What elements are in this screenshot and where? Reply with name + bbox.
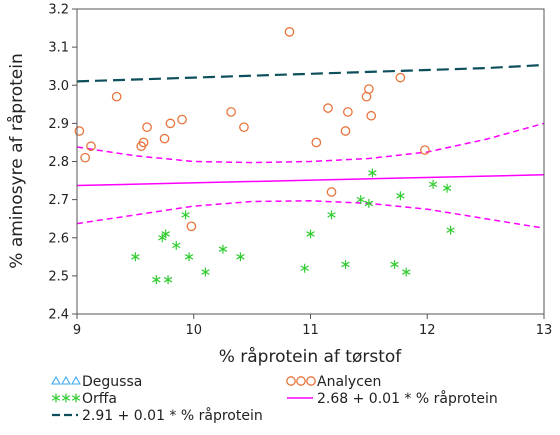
point-orffa-15 — [356, 195, 365, 205]
x-tick-label: 13 — [536, 323, 553, 338]
point-analycen-6 — [142, 122, 152, 133]
point-orffa-3 — [161, 229, 170, 239]
point-analycen-16 — [326, 187, 337, 197]
point-analycen-2 — [86, 141, 96, 152]
y-tick-label: 2.6 — [48, 231, 69, 246]
legend-swatch — [71, 393, 81, 403]
legend-swatch — [296, 376, 306, 386]
point-analycen-17 — [340, 126, 351, 136]
point-analycen-18 — [343, 107, 353, 117]
point-analycen-8 — [165, 118, 176, 129]
point-orffa-9 — [218, 244, 228, 254]
legend-label: 2.68 + 0.01 * % råprotein — [317, 390, 498, 407]
point-analycen-22 — [395, 72, 406, 83]
y-axis-title: % aminosyre af råprotein — [6, 53, 27, 268]
point-analycen-1 — [80, 152, 91, 163]
point-analycen-9 — [177, 114, 187, 125]
y-tick-label: 2.5 — [48, 269, 69, 284]
fit-line-1 — [76, 174, 545, 187]
point-analycen-0 — [74, 126, 85, 136]
point-analycen-14 — [311, 137, 322, 148]
point-analycen-12 — [239, 122, 249, 133]
x-tick-label: 9 — [73, 323, 81, 338]
point-orffa-18 — [390, 259, 399, 269]
plot-marks — [74, 27, 545, 285]
point-analycen-20 — [364, 84, 374, 94]
point-orffa-22 — [442, 183, 452, 193]
point-analycen-15 — [323, 103, 333, 113]
point-orffa-7 — [184, 252, 194, 262]
legend-entry-4: 2.68 + 0.01 * % råprotein — [287, 390, 498, 407]
y-tick-label: 2.4 — [48, 308, 69, 323]
point-orffa-16 — [364, 198, 374, 208]
y-tick-label: 2.8 — [48, 155, 69, 170]
legend-label: Analycen — [317, 374, 381, 390]
point-orffa-12 — [306, 229, 315, 239]
fit-line-2 — [76, 122, 545, 164]
point-orffa-23 — [446, 225, 455, 235]
y-tick-label: 3.2 — [48, 3, 69, 18]
legend-entry-3: Analycen — [286, 374, 381, 390]
point-orffa-11 — [300, 263, 309, 273]
y-tick-label: 3.0 — [48, 79, 69, 94]
fit-line-0 — [76, 63, 545, 83]
legend-swatch — [61, 393, 71, 403]
point-orffa-14 — [341, 259, 350, 269]
point-analycen-7 — [159, 133, 170, 144]
x-tick-label: 12 — [419, 323, 436, 338]
y-tick-label: 2.7 — [48, 193, 69, 208]
point-analycen-21 — [366, 110, 377, 121]
legend-swatch — [51, 393, 61, 403]
legend-entry-1: Orffa — [51, 391, 117, 407]
point-orffa-5 — [172, 240, 181, 250]
legend-swatch — [286, 376, 296, 386]
x-tick-label: 10 — [185, 323, 202, 338]
fit-line-3 — [76, 200, 545, 229]
legend-label: Orffa — [82, 391, 117, 407]
point-orffa-10 — [236, 252, 245, 262]
y-tick-label: 2.9 — [48, 117, 69, 132]
point-orffa-20 — [402, 267, 411, 277]
legend-swatch — [51, 375, 61, 385]
point-orffa-2 — [158, 233, 167, 243]
point-orffa-6 — [181, 210, 190, 220]
point-orffa-4 — [163, 275, 173, 285]
point-analycen-13 — [284, 27, 295, 37]
point-orffa-17 — [368, 168, 377, 178]
legend-swatch — [306, 376, 316, 386]
point-analycen-10 — [186, 221, 197, 232]
point-orffa-8 — [201, 267, 210, 277]
point-orffa-21 — [428, 179, 438, 189]
legend-swatch — [61, 375, 71, 385]
point-orffa-13 — [327, 210, 336, 220]
legend-label: Degussa — [82, 374, 142, 390]
y-axis-ticks: 2.4 2.5 2.6 2.7 2.8 2.9 3.0 3.1 3.2 — [48, 3, 77, 323]
x-axis-ticks: 9 10 11 12 13 — [73, 314, 552, 338]
point-orffa-1 — [152, 275, 161, 285]
point-orffa-0 — [131, 252, 140, 262]
point-orffa-19 — [396, 191, 405, 201]
x-tick-label: 11 — [302, 323, 319, 338]
legend-label: 2.91 + 0.01 * % råprotein — [82, 407, 263, 424]
legend-entry-2: 2.91 + 0.01 * % råprotein — [52, 407, 263, 424]
legend-swatch — [71, 375, 81, 385]
legend-entry-0: Degussa — [51, 374, 142, 390]
x-axis-title: % råprotein af tørstof — [219, 346, 403, 367]
point-analycen-3 — [111, 91, 122, 102]
y-tick-label: 3.1 — [48, 41, 69, 56]
point-analycen-11 — [226, 107, 236, 117]
point-analycen-5 — [138, 137, 149, 148]
point-analycen-23 — [420, 145, 430, 155]
